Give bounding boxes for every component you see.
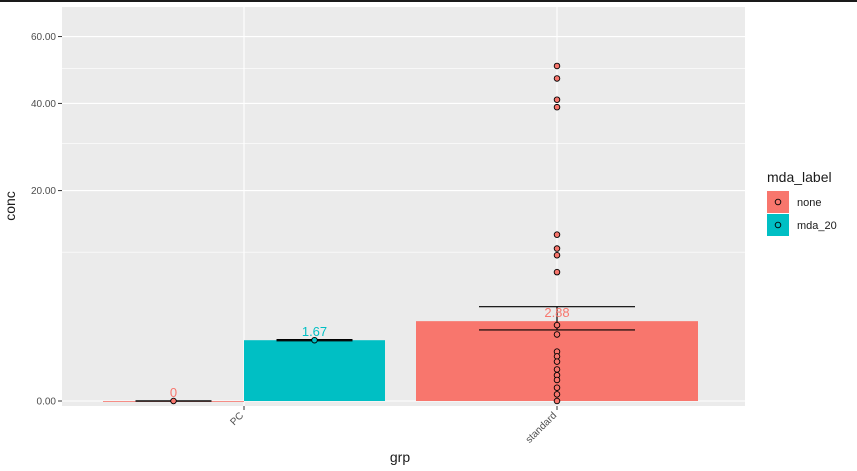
legend-key-point [774, 221, 782, 229]
x-axis-ticks: PC standard [229, 406, 559, 446]
data-point [553, 62, 561, 70]
data-point [553, 96, 561, 103]
x-tick-label: standard [524, 410, 559, 445]
data-point [553, 391, 561, 398]
data-label: 2.88 [544, 305, 569, 320]
data-point [553, 353, 561, 360]
y-tick-label: 20.00 [31, 186, 56, 197]
data-label: 1.67 [302, 324, 327, 339]
data-point [553, 245, 561, 252]
data-point [553, 231, 561, 238]
x-axis-title: grp [390, 449, 410, 465]
data-point [553, 251, 561, 259]
data-point [553, 358, 561, 365]
legend-title: mda_label [767, 169, 832, 185]
y-tick-label: 0.00 [37, 397, 57, 408]
data-point [553, 321, 561, 329]
data-label: 0 [170, 385, 177, 400]
y-tick-label: 40.00 [31, 99, 56, 110]
bar [244, 340, 385, 401]
data-point [553, 268, 561, 276]
data-point [553, 75, 561, 82]
legend-label: mda_20 [797, 220, 837, 232]
data-point [553, 384, 561, 391]
y-axis-title: conc [2, 191, 18, 221]
y-tick-label: 60.00 [31, 32, 56, 43]
data-point [311, 336, 318, 344]
legend-label: none [797, 197, 821, 209]
data-point [553, 366, 561, 373]
data-labels: 0 1.67 2.88 [170, 305, 570, 400]
data-points [170, 62, 561, 405]
legend-key-point [774, 198, 782, 206]
data-point [170, 397, 177, 405]
data-point [553, 103, 561, 111]
data-point [553, 376, 561, 384]
data-point [553, 397, 561, 405]
legend: mda_label none mda_20 [767, 169, 837, 236]
y-axis-ticks: 0.00 20.00 40.00 60.00 [31, 32, 62, 408]
data-point [553, 331, 561, 338]
window-top-rule [0, 0, 857, 2]
x-tick-label: PC [229, 410, 247, 428]
